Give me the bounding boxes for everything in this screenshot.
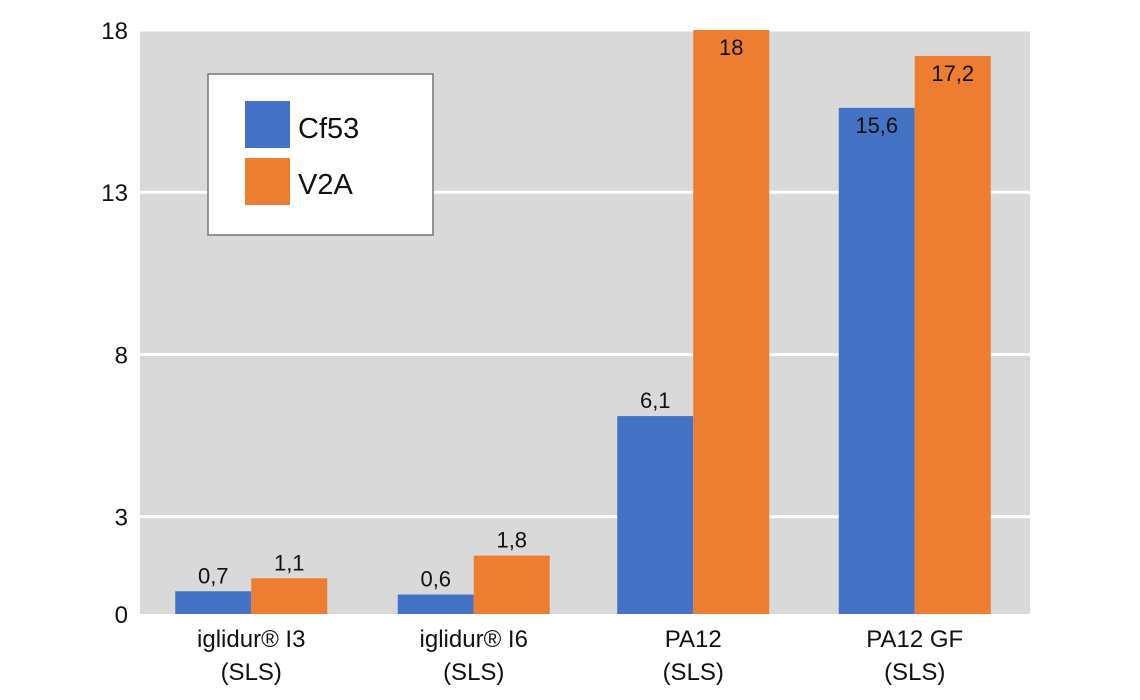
- bar-cf53: [397, 594, 474, 614]
- data-label: 17,2: [931, 61, 974, 86]
- y-tick-label: 8: [115, 342, 128, 369]
- x-tick-label: iglidur® I3: [197, 626, 305, 653]
- bar-v2a: [473, 555, 550, 614]
- bar-cf53: [617, 416, 694, 614]
- x-tick-label: (SLS): [221, 659, 282, 686]
- legend-swatch-v2a: [245, 158, 290, 205]
- bar-v2a: [251, 578, 328, 614]
- x-tick-label: PA12: [665, 626, 722, 653]
- y-tick-label: 3: [115, 505, 128, 532]
- x-tick-label: (SLS): [884, 659, 945, 686]
- data-label: 18: [719, 35, 743, 60]
- data-label: 1,1: [274, 550, 305, 575]
- y-tick-label: 13: [101, 180, 128, 207]
- legend-swatch-cf53: [245, 101, 290, 148]
- y-tick-label: 0: [115, 602, 128, 629]
- legend-box: [207, 73, 434, 236]
- bar-cf53: [838, 107, 915, 614]
- data-label: 15,6: [855, 113, 898, 138]
- x-tick-label: (SLS): [443, 659, 504, 686]
- bar-v2a: [693, 30, 770, 614]
- bar-v2a: [914, 55, 991, 614]
- legend-label-cf53: Cf53: [298, 113, 359, 145]
- legend: Cf53 V2A: [207, 73, 434, 236]
- y-tick-label: 18: [101, 18, 128, 45]
- data-label: 1,8: [496, 528, 527, 553]
- x-tick-label: PA12 GF: [866, 626, 963, 653]
- bar-cf53: [175, 591, 252, 614]
- data-label: 0,6: [420, 567, 451, 592]
- x-tick-label: iglidur® I6: [420, 626, 528, 653]
- data-label: 6,1: [640, 388, 671, 413]
- data-label: 0,7: [198, 563, 229, 588]
- x-tick-label: (SLS): [663, 659, 724, 686]
- legend-label-v2a: V2A: [298, 169, 353, 201]
